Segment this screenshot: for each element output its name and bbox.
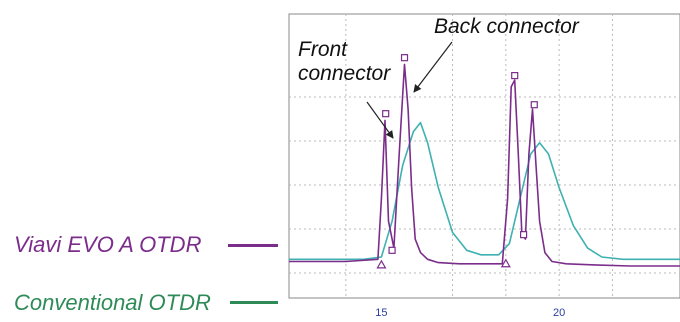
x-tick-label: 20 [553,307,565,319]
event-marker-square [530,101,538,109]
legend-line-conventional [230,301,278,304]
grid [288,13,680,299]
markers [376,54,538,269]
event-marker-square [519,231,528,239]
back-connector-arrow [413,41,453,93]
legend-line-viavi [228,244,278,247]
event-marker-square [388,246,396,254]
series-layer [289,63,680,267]
plot-area [288,13,680,299]
legend-label-viavi: Viavi EVO A OTDR [14,232,202,257]
x-axis: 15 20 [375,307,565,319]
legend-label-conventional: Conventional OTDR [14,290,211,315]
annotation-arrows [366,41,453,139]
front-connector-annotation: Front connector [298,38,391,85]
x-tick-label: 15 [375,307,387,319]
series-line-conventional [289,121,680,261]
front-connector-arrow [366,101,394,139]
event-marker-square [400,54,409,62]
event-marker-triangle [376,259,387,269]
series-line-viavi [289,63,680,267]
event-marker-square [511,71,519,80]
event-marker-square [382,110,390,118]
event-marker-triangle [500,258,511,268]
back-connector-annotation: Back connector [434,15,579,38]
